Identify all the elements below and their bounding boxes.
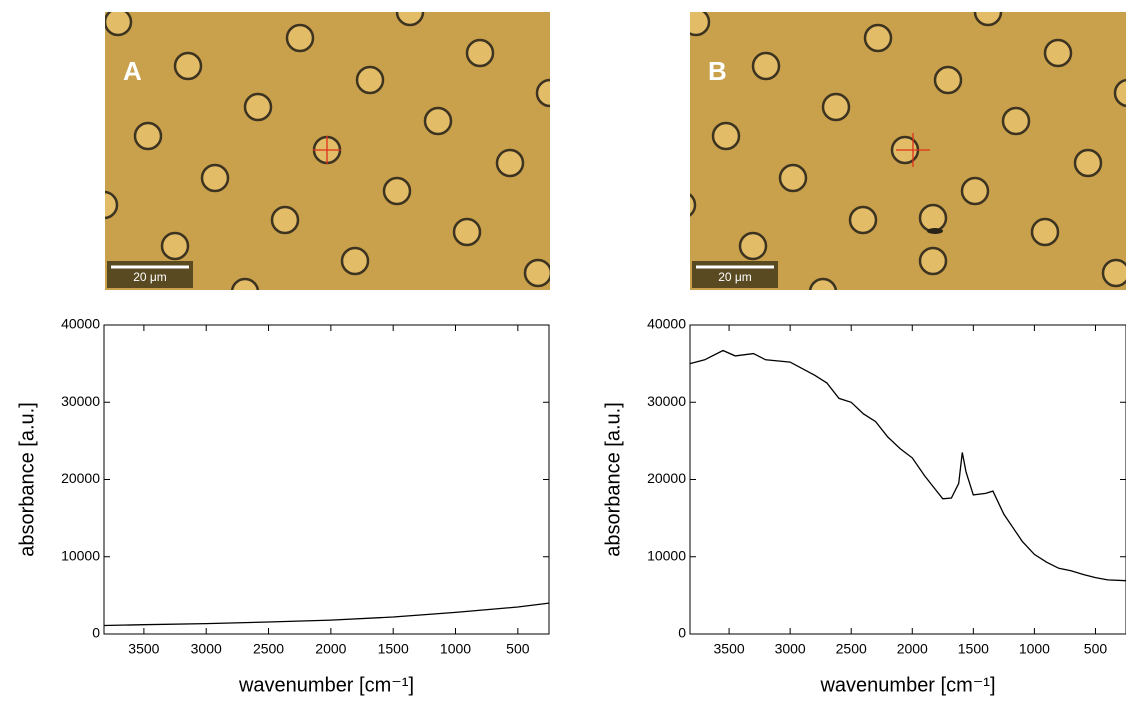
x-tick-label: 1500: [958, 641, 989, 657]
x-tick-label: 2500: [253, 641, 284, 657]
x-tick-label: 3500: [128, 641, 159, 657]
panel-label: A: [123, 56, 142, 86]
scale-bar-label: 20 μm: [133, 270, 167, 284]
x-tick-label: 1500: [378, 641, 409, 657]
y-axis-label: absorbance [a.u.]: [16, 402, 38, 557]
y-tick-label: 40000: [61, 316, 100, 332]
data-line: [689, 349, 1126, 582]
x-tick-label: 1000: [440, 641, 471, 657]
y-axis-label: absorbance [a.u.]: [602, 402, 624, 557]
y-tick-label: 0: [678, 625, 686, 641]
x-tick-label: 3500: [714, 641, 745, 657]
y-tick-label: 20000: [647, 470, 686, 486]
x-axis-label: wavenumber [cm⁻¹]: [238, 674, 414, 696]
x-tick-label: 2000: [897, 641, 928, 657]
x-tick-label: 2000: [315, 641, 346, 657]
x-tick-label: 3000: [191, 641, 222, 657]
y-tick-label: 30000: [647, 393, 686, 409]
y-tick-label: 20000: [61, 470, 100, 486]
micrograph-a: 20 μm A: [105, 12, 550, 290]
x-tick-label: 500: [506, 641, 530, 657]
x-tick-label: 1000: [1019, 641, 1050, 657]
y-tick-label: 10000: [61, 547, 100, 563]
micrograph-b: 20 μm B: [690, 12, 1126, 290]
y-tick-label: 30000: [61, 393, 100, 409]
panel-label: B: [708, 56, 727, 86]
data-line: [103, 602, 550, 627]
y-tick-label: 0: [92, 625, 100, 641]
x-tick-label: 500: [1084, 641, 1108, 657]
y-tick-label: 10000: [647, 547, 686, 563]
plot-frame: [689, 324, 1126, 635]
scale-bar-label: 20 μm: [718, 270, 752, 284]
x-tick-label: 2500: [836, 641, 867, 657]
y-tick-label: 40000: [647, 316, 686, 332]
plot-frame: [103, 324, 550, 635]
x-axis-label: wavenumber [cm⁻¹]: [819, 674, 995, 696]
x-tick-label: 3000: [775, 641, 806, 657]
